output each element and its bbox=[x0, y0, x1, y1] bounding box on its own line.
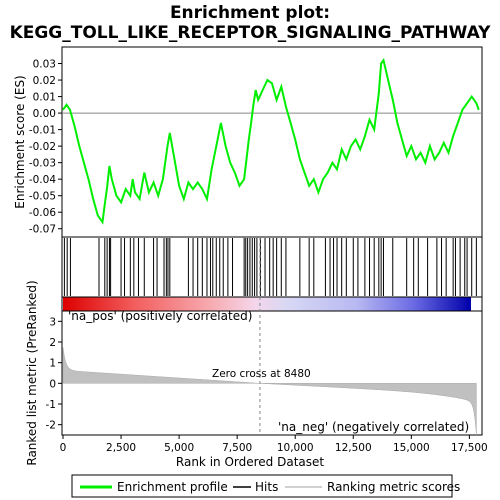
rank-axis: 3 2 1 0 -1 -2 bbox=[46, 316, 62, 432]
rank-ytick-label: 1 bbox=[49, 358, 56, 370]
legend-hits-label: Hits bbox=[255, 480, 278, 494]
x-axis: 0 2,500 5,000 7,500 10,000 12,500 15,000 17,500 bbox=[60, 435, 488, 454]
zero-cross-label: Zero cross at 8480 bbox=[212, 368, 311, 380]
es-ytick-label: 0.00 bbox=[33, 108, 56, 120]
rank-ytick-label: 3 bbox=[49, 316, 56, 328]
es-ytick-label: -0.06 bbox=[29, 207, 56, 219]
x-tick-label: 0 bbox=[60, 442, 67, 454]
x-axis-label: Rank in Ordered Dataset bbox=[176, 455, 324, 469]
rank-color-bar bbox=[63, 297, 471, 311]
x-tick-label: 17,500 bbox=[451, 442, 488, 454]
es-ytick-label: 0.03 bbox=[33, 59, 56, 71]
rank-ytick-label: 2 bbox=[49, 337, 56, 349]
ranking-metric-area bbox=[62, 347, 477, 436]
es-ytick-label: -0.03 bbox=[29, 158, 56, 170]
enrichment-profile-line bbox=[62, 57, 480, 225]
x-tick-label: 2,500 bbox=[106, 442, 136, 454]
x-tick-label: 5,000 bbox=[164, 442, 194, 454]
es-ytick-label: 0.02 bbox=[33, 75, 56, 87]
x-tick-label: 7,500 bbox=[222, 442, 252, 454]
x-tick-label: 10,000 bbox=[277, 442, 314, 454]
pos-label: 'na_pos' (positively correlated) bbox=[68, 309, 252, 323]
hits-panel-frame bbox=[61, 236, 483, 298]
es-ytick-label: 0.01 bbox=[33, 92, 56, 104]
es-ylabel: Enrichment score (ES) bbox=[13, 75, 27, 208]
title-line-1: Enrichment plot: bbox=[170, 3, 330, 23]
legend-box bbox=[71, 474, 453, 498]
es-ytick-label: -0.02 bbox=[29, 141, 56, 153]
es-ytick-label: -0.01 bbox=[29, 125, 56, 137]
es-ytick-label: -0.04 bbox=[29, 174, 56, 186]
title-line-2: KEGG_TOLL_LIKE_RECEPTOR_SIGNALING_PATHWA… bbox=[10, 23, 492, 43]
hits-markers bbox=[63, 238, 477, 296]
rank-ytick-label: -2 bbox=[46, 420, 56, 432]
legend-metric-label: Ranking metric scores bbox=[327, 480, 460, 494]
rank-ytick-label: -1 bbox=[46, 399, 56, 411]
es-ytick-label: -0.05 bbox=[29, 191, 56, 203]
rank-ytick-label: 0 bbox=[49, 378, 56, 390]
neg-label: 'na_neg' (negatively correlated) bbox=[278, 420, 469, 434]
legend-profile-label: Enrichment profile bbox=[117, 480, 228, 494]
rank-ylabel: Ranked list metric (PreRanked) bbox=[25, 280, 39, 465]
rank-panel-frame bbox=[61, 310, 483, 436]
es-axis: 0.03 0.02 0.01 0.00 -0.01 -0.02 -0.03 -0.04 -0.0… bbox=[29, 59, 62, 236]
x-tick-label: 15,000 bbox=[393, 442, 430, 454]
es-ytick-label: -0.07 bbox=[29, 224, 56, 236]
es-panel-frame bbox=[61, 46, 483, 238]
x-tick-label: 12,500 bbox=[335, 442, 372, 454]
